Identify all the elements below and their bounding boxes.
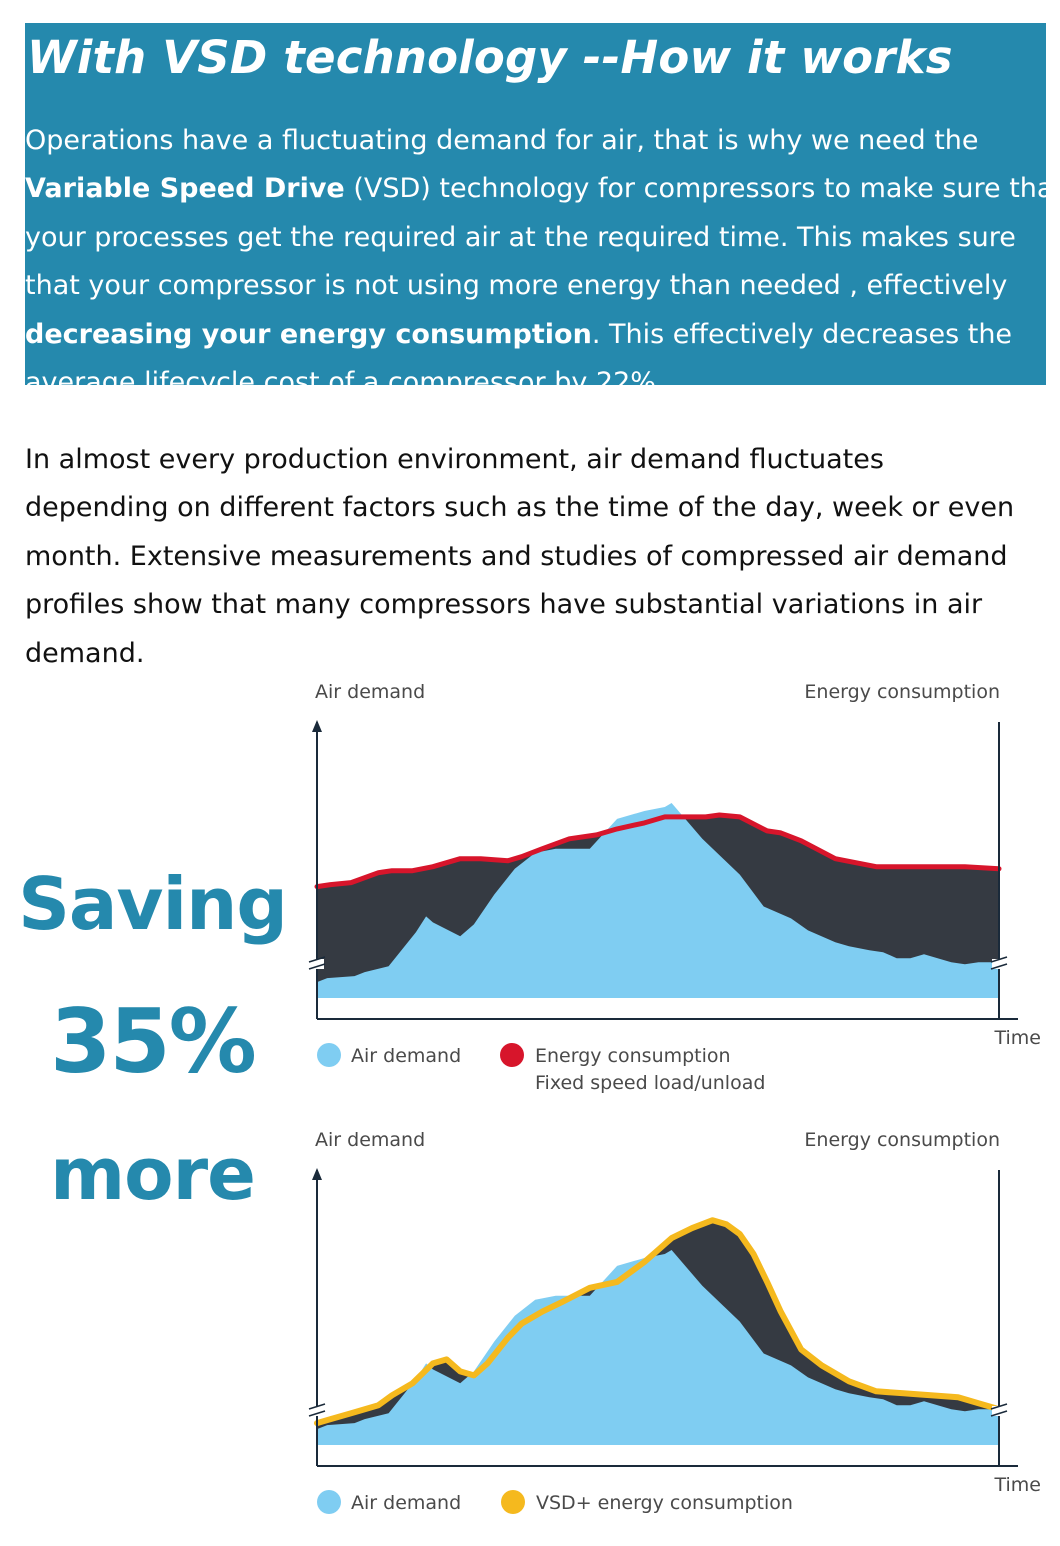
axis-break-mark	[990, 956, 1008, 963]
legend-sublabel-energy: Fixed speed load/unload	[535, 1072, 765, 1094]
legend-swatch-air-demand	[317, 1490, 341, 1514]
banner-line: your processes get the required air at t…	[25, 214, 1046, 262]
intro-line: demand.	[25, 637, 145, 669]
banner-text-segment: average lifecycle cost of a compressor b…	[25, 366, 665, 385]
axis-break-mark	[308, 1403, 326, 1410]
legend-label-energy: Energy consumption	[535, 1045, 731, 1067]
banner-paragraph: Operations have a fluctuating demand for…	[25, 117, 1046, 385]
energy-consumption-line	[314, 812, 1002, 890]
banner-text-segment: your processes get the required air at t…	[25, 221, 1016, 253]
legend-label-air-demand: Air demand	[351, 1492, 461, 1514]
axis-break-mark	[308, 956, 326, 963]
banner-line: that your compressor is not using more e…	[25, 262, 1046, 310]
banner-line: average lifecycle cost of a compressor b…	[25, 359, 1046, 385]
legend-swatch-air-demand	[317, 1043, 341, 1067]
air-demand-area	[317, 1250, 999, 1445]
legend-label-air-demand: Air demand	[351, 1045, 461, 1067]
intro-line: depending on different factors such as t…	[25, 492, 1015, 524]
intro-line: In almost every production environment, …	[25, 444, 884, 475]
axis-break-mark	[308, 963, 326, 970]
axis-break-gap	[310, 959, 324, 969]
saving-percentage: 35%	[50, 990, 257, 1093]
intro-line: month. Extensive measurements and studie…	[25, 540, 1008, 572]
axis-break-gap	[310, 1406, 324, 1416]
axis-break-mark	[990, 1410, 1008, 1417]
banner-bold-segment: decreasing your energy consumption	[25, 318, 592, 350]
axis-break-gap	[992, 1406, 1006, 1416]
y-axis-label-left: Air demand	[315, 681, 425, 703]
banner-text-segment: . This effectively decreases the	[591, 318, 1013, 350]
banner-line: decreasing your energy consumption. This…	[25, 311, 1046, 359]
axis-break-mark	[990, 1403, 1008, 1410]
legend-swatch-energy	[501, 1490, 525, 1514]
page-title: With VSD technology --How it works	[27, 31, 953, 84]
legend-swatch-energy	[500, 1043, 524, 1067]
y-axis-arrow-icon	[312, 720, 322, 732]
intro-paragraph: In almost every production environment, …	[25, 436, 1045, 678]
banner-line: Variable Speed Drive (VSD) technology fo…	[25, 165, 1046, 213]
header-banner: With VSD technology --How it works Opera…	[25, 23, 1046, 385]
axis-break-mark	[990, 963, 1008, 970]
axis-break-gap	[992, 959, 1006, 969]
y-axis-label-left: Air demand	[315, 1129, 425, 1151]
legend-label-energy: VSD+ energy consumption	[536, 1492, 793, 1514]
banner-text-segment: that your compressor is not using more e…	[25, 270, 1008, 302]
energy-consumption-line	[314, 1217, 1002, 1427]
y-axis-label-right: Energy consumption	[804, 1129, 1000, 1151]
banner-line: Operations have a fluctuating demand for…	[25, 117, 1046, 165]
banner-text-segment: (VSD) technology for compressors to make…	[344, 173, 1046, 205]
y-axis-label-right: Energy consumption	[804, 681, 1000, 703]
y-axis-arrow-icon	[312, 1168, 322, 1180]
saving-label: Saving	[18, 862, 288, 946]
banner-bold-segment: Variable Speed Drive	[25, 173, 345, 205]
banner-text-segment: Operations have a fluctuating demand for…	[25, 125, 979, 156]
x-axis-label: Time	[994, 1027, 1042, 1049]
saving-more-label: more	[50, 1132, 256, 1216]
intro-line: profiles show that many compressors have…	[25, 589, 983, 621]
axis-break-mark	[308, 1410, 326, 1417]
x-axis-label: Time	[994, 1474, 1042, 1496]
air-demand-area	[317, 803, 999, 998]
